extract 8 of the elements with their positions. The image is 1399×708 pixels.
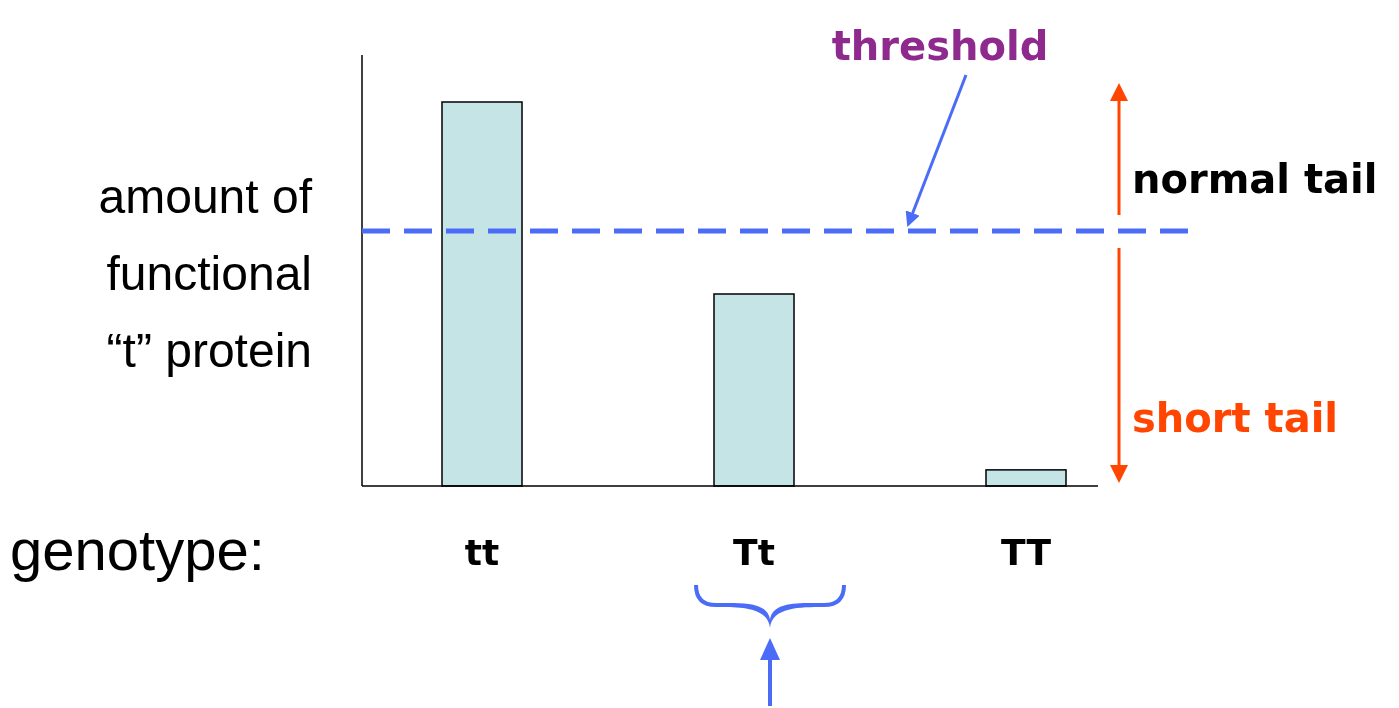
text: threshold [831, 23, 1049, 69]
x-tick-label: TT [1001, 532, 1052, 573]
x-tick-label: Tt [733, 532, 775, 573]
x-axis-title: genotype: [10, 517, 265, 582]
annotation: normal tail [1132, 156, 1378, 202]
annotation: short tail [1132, 395, 1339, 441]
y-axis-title: amount of functional “t” protein [98, 170, 313, 377]
x-tick-label: tt [464, 532, 500, 573]
